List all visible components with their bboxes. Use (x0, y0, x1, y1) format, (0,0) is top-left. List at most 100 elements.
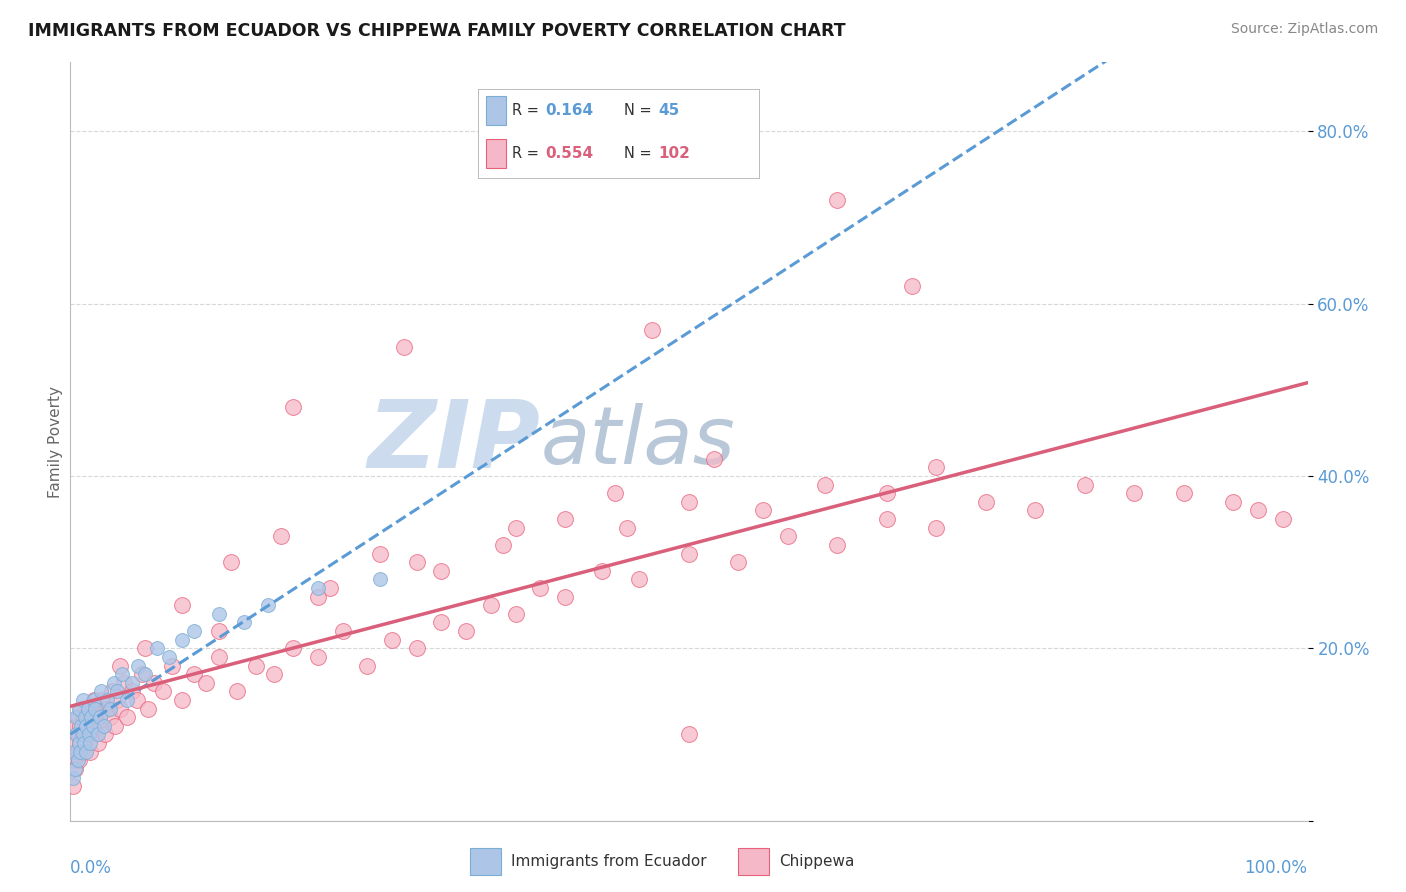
Point (91, 693, 114, 707)
Point (678, 727, 700, 741)
Point (900, 279, 922, 293)
Point (127, 658, 149, 673)
Point (381, 632, 404, 647)
Point (66, 727, 89, 741)
Point (101, 684, 124, 698)
Point (79, 745, 101, 759)
Point (136, 701, 159, 715)
Point (115, 693, 138, 707)
Point (121, 684, 143, 698)
Point (307, 581, 329, 595)
Point (75, 719, 97, 733)
Point (73, 710, 96, 724)
Point (307, 649, 329, 664)
Point (603, 486, 626, 500)
Point (69, 745, 91, 759)
Point (529, 581, 551, 595)
Point (356, 658, 378, 673)
Point (628, 573, 651, 587)
Point (131, 667, 153, 681)
Point (105, 684, 128, 698)
Point (170, 632, 193, 647)
Point (111, 667, 134, 681)
Point (62, 771, 84, 785)
Point (65, 710, 87, 724)
Point (554, 590, 576, 604)
Point (69, 736, 91, 750)
Point (183, 667, 205, 681)
Text: Source: ZipAtlas.com: Source: ZipAtlas.com (1230, 22, 1378, 37)
Point (67, 753, 90, 767)
Point (87, 710, 110, 724)
Point (827, 538, 849, 552)
Text: 102: 102 (658, 146, 690, 161)
Point (65, 736, 87, 750)
Point (79, 736, 101, 750)
Point (98, 710, 121, 724)
Point (703, 451, 725, 466)
Point (219, 555, 242, 569)
Point (1173, 486, 1195, 500)
Text: N =: N = (624, 103, 657, 118)
Point (75, 719, 97, 733)
Point (70, 719, 93, 733)
Text: 100.0%: 100.0% (1244, 858, 1308, 877)
Point (925, 521, 948, 535)
Point (84, 701, 107, 715)
Point (195, 675, 218, 690)
Point (84, 727, 107, 741)
Point (152, 684, 174, 698)
Point (134, 667, 156, 681)
Point (208, 624, 231, 639)
Point (96, 693, 118, 707)
Point (814, 477, 837, 491)
Point (160, 658, 183, 673)
Y-axis label: Family Poverty: Family Poverty (48, 385, 63, 498)
Point (394, 340, 416, 354)
Text: R =: R = (512, 146, 543, 161)
Point (245, 658, 267, 673)
Point (108, 701, 131, 715)
Point (70, 701, 93, 715)
Point (876, 486, 898, 500)
Point (67, 701, 90, 715)
Point (505, 521, 527, 535)
Point (103, 675, 125, 690)
Point (226, 684, 249, 698)
Point (66, 745, 89, 759)
Point (90, 684, 112, 698)
Point (776, 529, 799, 543)
Point (93, 719, 115, 733)
Point (554, 512, 576, 526)
Text: 0.0%: 0.0% (70, 858, 112, 877)
Text: R =: R = (512, 103, 543, 118)
Point (146, 641, 169, 656)
Text: Chippewa: Chippewa (779, 855, 855, 869)
Point (86, 736, 108, 750)
Point (65, 762, 87, 776)
Point (752, 503, 775, 517)
Point (104, 719, 127, 733)
Point (62, 779, 84, 793)
Point (1024, 503, 1046, 517)
Text: N =: N = (624, 146, 657, 161)
Point (77, 727, 100, 741)
Point (82, 719, 104, 733)
Point (257, 599, 280, 613)
Point (430, 564, 453, 578)
Point (368, 547, 391, 561)
Point (76, 727, 98, 741)
Point (67, 736, 90, 750)
Point (405, 641, 427, 656)
Point (1271, 512, 1294, 526)
Point (1123, 486, 1146, 500)
Point (270, 529, 292, 543)
Point (319, 581, 342, 595)
Point (75, 736, 97, 750)
Point (65, 762, 87, 776)
Point (157, 649, 180, 664)
Point (63, 753, 86, 767)
Point (876, 512, 898, 526)
Text: 0.554: 0.554 (546, 146, 593, 161)
Point (90, 719, 112, 733)
